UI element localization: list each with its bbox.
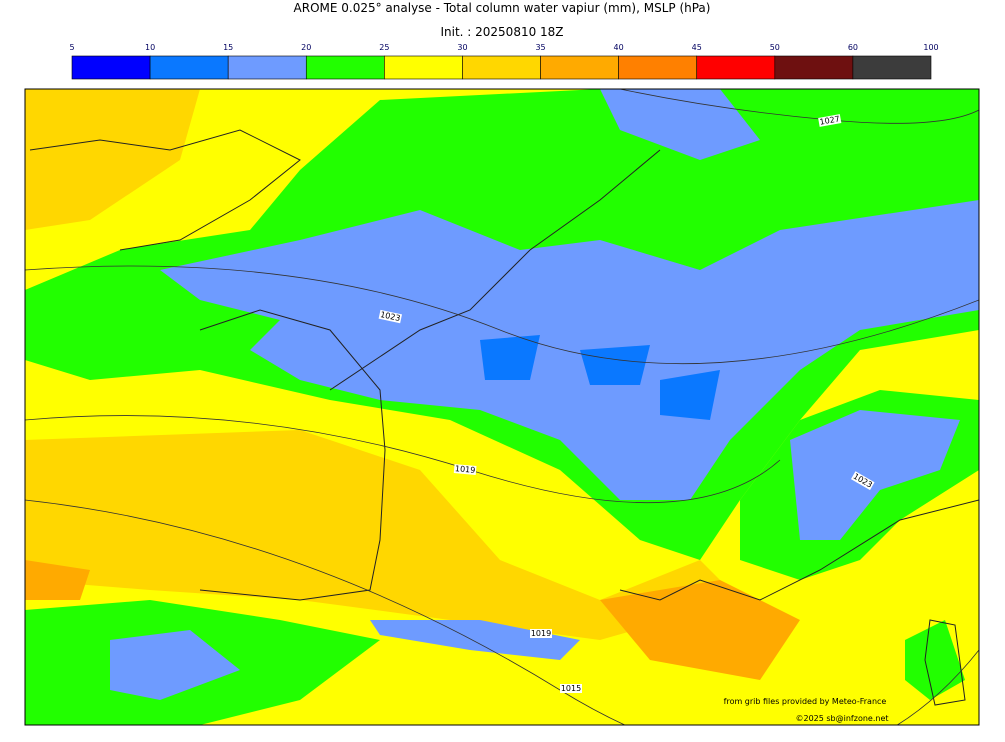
map-frame	[24, 88, 980, 726]
contour-label-box	[378, 309, 403, 324]
colorbar-tick-label: 5	[69, 43, 74, 52]
colorbar-segment	[149, 55, 229, 80]
colorbar-tick-label: 100	[923, 43, 938, 52]
colorbar-segment	[384, 55, 463, 80]
field-region	[370, 620, 580, 660]
field-region	[600, 580, 800, 680]
contour-label-box	[530, 629, 552, 638]
contour-label: 1027	[819, 114, 841, 126]
coastlines	[29, 129, 979, 706]
isobar	[25, 265, 979, 365]
colorbar-segment	[618, 55, 698, 80]
coastline	[199, 309, 386, 601]
field-region	[110, 630, 240, 700]
colorbar-segment	[540, 55, 619, 80]
init-time: Init. : 20250810 18Z	[440, 25, 563, 39]
colorbar-tick-label: 15	[223, 43, 233, 52]
coastline	[29, 129, 301, 251]
field-region	[25, 560, 90, 600]
contour-label: 1023	[379, 310, 401, 323]
colorbar-tick-label: 40	[614, 43, 624, 52]
contour-label-box	[850, 471, 875, 491]
field-region	[160, 200, 979, 500]
colorbar-segment	[852, 55, 932, 80]
colorbar-tick-label: 20	[301, 43, 311, 52]
contour-label: 1015	[561, 684, 581, 693]
coastline	[924, 619, 966, 706]
colorbar-tick-label: 35	[535, 43, 545, 52]
colorbar-tick-label: 30	[457, 43, 467, 52]
colorbar: 5 10 15 20 25 30 35 40 45 50 60 100	[69, 43, 939, 80]
contour-label-box	[818, 114, 842, 127]
colorbar-tick-label: 60	[848, 43, 858, 52]
field-region	[25, 430, 740, 640]
contour-label: 1019	[531, 629, 551, 638]
colorbar-segment	[696, 55, 776, 80]
colorbar-segment	[774, 55, 854, 80]
colorbar-tick-label: 50	[770, 43, 780, 52]
colorbar-tick-label: 10	[145, 43, 155, 52]
colorbar-segment	[462, 55, 541, 80]
credits: from grib files provided by Meteo-France…	[724, 697, 889, 723]
colorbar-segment	[227, 55, 307, 80]
contour-label: 1019	[455, 464, 476, 475]
field-region	[790, 410, 960, 540]
colorbar-segment	[305, 55, 385, 80]
coastline	[619, 499, 979, 601]
contour-label-box	[560, 684, 582, 693]
field-region	[905, 620, 965, 700]
contour-label-box	[453, 464, 477, 475]
title: AROME 0.025° analyse - Total column wate…	[294, 1, 711, 15]
isobar	[25, 499, 979, 725]
field-region	[480, 335, 720, 420]
colorbar-tick-label: 25	[379, 43, 389, 52]
credit-text: from grib files provided by Meteo-France	[724, 697, 887, 706]
credit-text: ©2025 sb@infzone.net	[795, 714, 888, 723]
coastline	[329, 149, 661, 391]
field-region	[25, 89, 200, 230]
colorbar-tick-label: 45	[692, 43, 702, 52]
colorbar-segment	[71, 55, 151, 80]
